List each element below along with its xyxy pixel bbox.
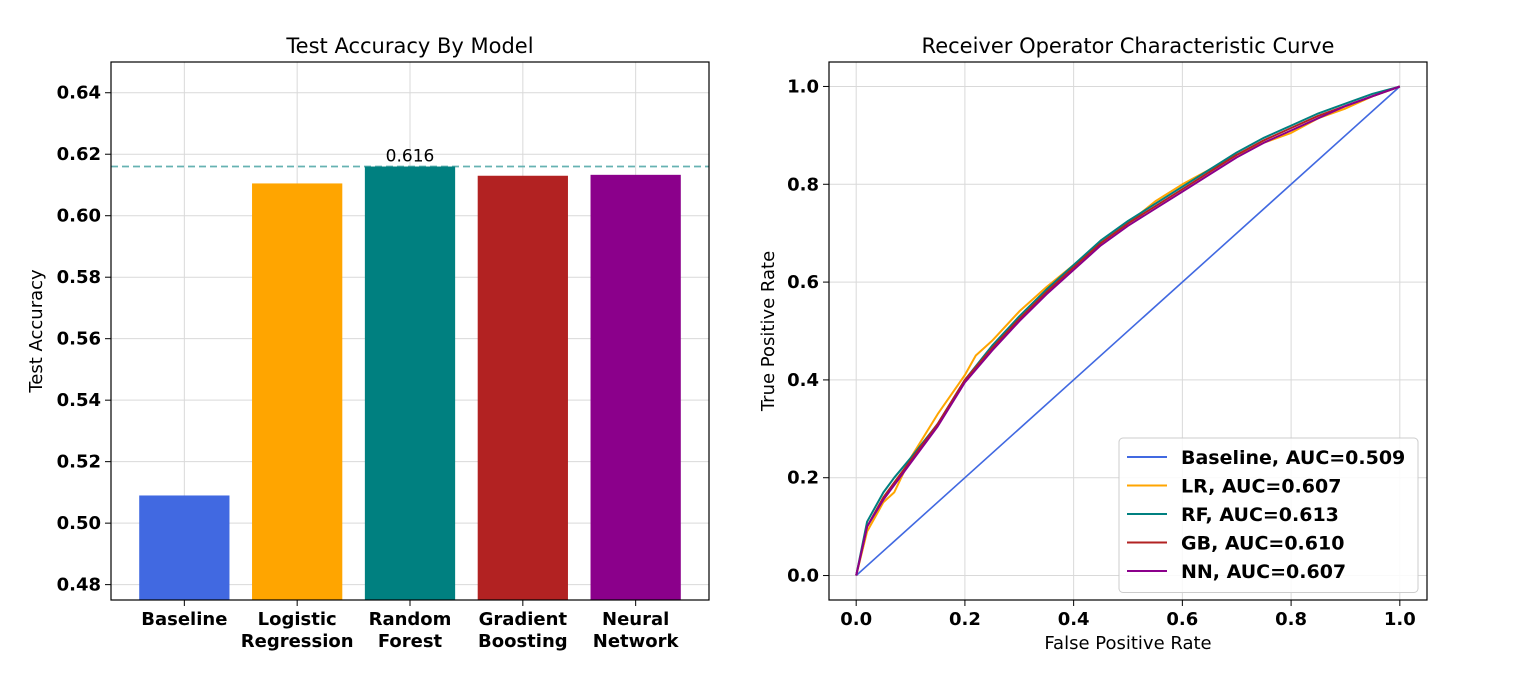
bar-y-tick-label: 0.56 [57,329,101,350]
roc-series-line [855,85,1401,576]
roc-legend-box [1118,437,1419,593]
bar-y-tick-label: 0.62 [57,144,101,165]
bar-x-tick-label: Network [593,631,680,652]
roc-y-tick-label: 0.8 [787,174,819,195]
roc-plot-frame [828,61,1428,601]
roc-series-line [855,85,1401,577]
bar-annotation-group: 0.616 [386,147,435,167]
roc-y-ticks: 0.0 0.2 0.4 0.6 0.8 1.0 [787,76,829,587]
bar-y-tick-label: 0.50 [57,513,101,534]
bar-y-tick-label: 0.58 [57,267,101,288]
roc-y-tick-label: 0.2 [787,468,819,489]
bar-y-tick-label: 0.52 [57,452,101,473]
bar-y-ticks: 0.48 0.50 0.52 0.54 0.56 0.58 0.60 0.62 0.64 [57,83,111,596]
roc-y-tick-label: 0.4 [787,370,819,391]
roc-y-tick-label: 0.0 [787,566,819,587]
roc-legend-label: NN, AUC=0.607 [1181,561,1346,583]
bar [590,174,681,600]
roc-y-tick-label: 1.0 [787,76,819,97]
bar [364,166,456,601]
bar-chart-title: Test Accuracy By Model [285,34,533,58]
bar [477,175,568,600]
bar-y-tick-label: 0.54 [57,390,101,411]
roc-chart-title: Receiver Operator Characteristic Curve [922,34,1335,58]
roc-legend-label: GB, AUC=0.610 [1181,533,1344,555]
roc-x-tick-label: 1.0 [1384,609,1416,630]
bar-x-tick-label: Random [369,609,452,630]
bar [139,495,230,600]
bar-x-tick-label: Regression [241,631,354,652]
roc-series-line [855,85,1401,576]
bar-y-axis-label: Test Accuracy [26,269,47,394]
roc-legend: Baseline, AUC=0.509 LR, AUC=0.607 RF, AUC=… [1118,437,1419,593]
bar-y-tick-label: 0.64 [57,83,101,104]
bar-bars [139,166,681,601]
bar-y-tick-label: 0.60 [57,206,101,227]
bar-y-tick-label: 0.48 [57,575,101,596]
roc-chart: Receiver Operator Characteristic Curve 0… [758,34,1428,654]
bar [252,183,343,601]
bar-chart: Test Accuracy By Model 0.616 0.48 0.50 0.5… [26,34,710,652]
roc-series-line [855,85,1401,576]
bar-x-tick-label: Baseline [141,609,227,630]
roc-legend-label: Baseline, AUC=0.509 [1181,447,1405,469]
bar-value-annotation: 0.616 [386,147,435,167]
bar-x-tick-label: Logistic [258,609,337,630]
bar-x-tick-label: Neural [602,609,669,630]
roc-x-axis-label: False Positive Rate [1044,633,1211,654]
roc-x-tick-label: 0.8 [1275,609,1307,630]
roc-y-tick-label: 0.6 [787,272,819,293]
roc-x-tick-label: 0.4 [1058,609,1090,630]
roc-y-axis-label: True Positive Rate [758,251,779,412]
roc-series-lines [855,85,1401,577]
bar-x-tick-label: Forest [378,631,443,652]
roc-x-ticks: 0.0 0.2 0.4 0.6 0.8 1.0 [840,600,1416,630]
roc-legend-label: LR, AUC=0.607 [1181,476,1341,498]
roc-legend-label: RF, AUC=0.613 [1181,504,1339,526]
roc-x-tick-label: 0.2 [949,609,981,630]
roc-x-tick-label: 0.6 [1166,609,1198,630]
roc-x-tick-label: 0.0 [840,609,872,630]
bar-x-tick-label: Boosting [478,631,568,652]
bar-x-tick-label: Gradient [479,609,568,630]
